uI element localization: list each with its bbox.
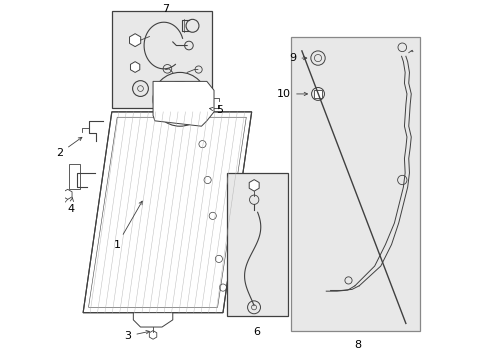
FancyBboxPatch shape xyxy=(112,12,212,108)
Text: 7: 7 xyxy=(162,4,169,14)
Text: 3: 3 xyxy=(124,330,149,341)
Text: 5: 5 xyxy=(209,105,223,115)
Polygon shape xyxy=(83,112,251,313)
FancyBboxPatch shape xyxy=(290,37,419,330)
Text: 8: 8 xyxy=(353,339,360,350)
Text: 10: 10 xyxy=(277,89,307,99)
Polygon shape xyxy=(133,313,172,327)
Text: 9: 9 xyxy=(289,53,306,63)
Polygon shape xyxy=(153,81,214,126)
Text: 6: 6 xyxy=(253,327,260,337)
Text: 2: 2 xyxy=(56,137,81,158)
Polygon shape xyxy=(69,164,80,189)
Text: 4: 4 xyxy=(67,198,74,214)
FancyBboxPatch shape xyxy=(314,90,321,98)
FancyBboxPatch shape xyxy=(226,173,287,316)
Text: 1: 1 xyxy=(114,201,142,249)
